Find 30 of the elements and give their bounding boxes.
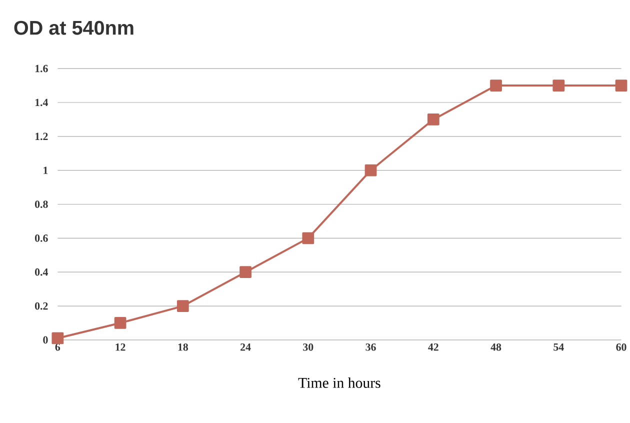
point bbox=[52, 332, 64, 344]
point bbox=[302, 232, 314, 244]
point bbox=[176, 300, 189, 312]
point bbox=[427, 113, 440, 126]
point bbox=[240, 266, 252, 278]
y-tick-label: 1 bbox=[44, 166, 48, 174]
x-tick-label: 42 bbox=[428, 343, 438, 350]
x-tick-label: 48 bbox=[490, 343, 502, 351]
x-tick-label: 36 bbox=[366, 343, 376, 351]
x-tick-label: 18 bbox=[178, 343, 188, 351]
point bbox=[552, 79, 565, 92]
y-tick-label: 0 bbox=[43, 336, 48, 344]
x-tick-label: 30 bbox=[303, 343, 314, 351]
y-tick-label: 0.8 bbox=[35, 200, 48, 208]
x-tick-label: 54 bbox=[554, 343, 564, 350]
y-tick-label: 1.2 bbox=[35, 132, 48, 140]
x-tick-label: 24 bbox=[240, 343, 251, 350]
x-tick-label: 12 bbox=[116, 343, 126, 350]
point bbox=[490, 79, 502, 92]
y-tick-label: 1.4 bbox=[35, 98, 48, 106]
y-tick-label: 0.2 bbox=[35, 302, 48, 310]
point bbox=[615, 79, 628, 92]
x-tick-label: 60 bbox=[616, 343, 626, 351]
y-tick-label: 0.4 bbox=[35, 268, 48, 276]
point bbox=[364, 164, 377, 176]
y-tick-label: 1.6 bbox=[35, 64, 48, 72]
y-tick-label: 0.6 bbox=[35, 234, 48, 242]
x-axis-title: Time in hours bbox=[298, 377, 380, 388]
chart-title: OD at 540nm bbox=[14, 20, 134, 35]
point bbox=[114, 316, 126, 329]
